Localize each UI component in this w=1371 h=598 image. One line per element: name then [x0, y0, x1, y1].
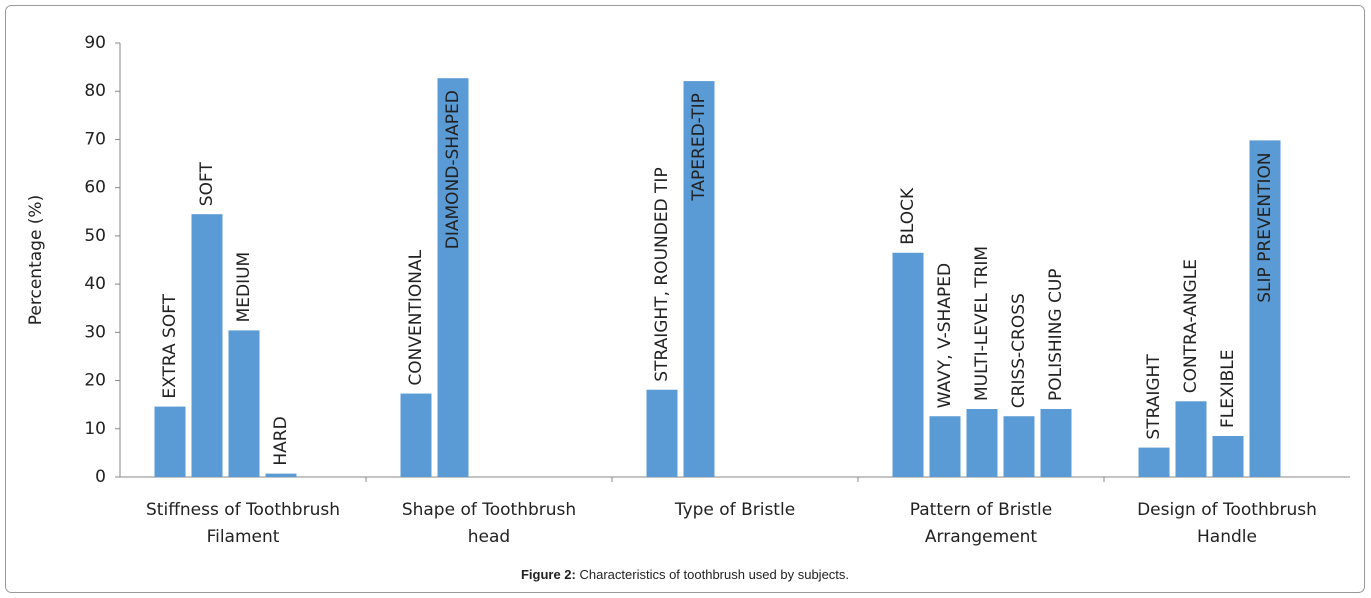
- bar: [1212, 436, 1244, 477]
- x-tick-label: head: [468, 527, 510, 547]
- caption-label: Figure 2:: [521, 567, 576, 582]
- bar: [1138, 447, 1170, 477]
- bar: [1003, 416, 1035, 477]
- bar-label: SLIP PREVENTION: [1255, 152, 1275, 302]
- bar-label: BLOCK: [898, 187, 918, 245]
- caption: Figure 2: Characteristics of toothbrush …: [521, 567, 849, 582]
- bar-label: WAVY, V-SHAPED: [935, 263, 955, 408]
- y-tick-label: 30: [84, 322, 106, 342]
- y-tick-label: 60: [84, 178, 106, 198]
- x-tick-label: Filament: [207, 527, 280, 547]
- bar: [966, 409, 998, 477]
- y-tick-label: 70: [84, 129, 106, 149]
- y-tick-label: 90: [84, 33, 106, 53]
- bar: [683, 81, 715, 478]
- bar-label: TAPERED-TIP: [689, 93, 709, 202]
- bar-label: FLEXIBLE: [1218, 349, 1238, 428]
- frame: [5, 5, 1365, 593]
- bar: [400, 393, 432, 477]
- bar: [437, 78, 469, 478]
- y-tick-label: 40: [84, 274, 106, 294]
- bar: [265, 473, 297, 477]
- y-tick-label: 0: [95, 467, 106, 487]
- x-tick-label: Arrangement: [925, 527, 1038, 547]
- bar: [228, 330, 260, 477]
- y-tick-label: 10: [84, 419, 106, 439]
- bar-label: EXTRA SOFT: [160, 293, 180, 398]
- bar-label: CONTRA-ANGLE: [1181, 259, 1201, 393]
- x-tick-label: Type of Bristle: [674, 500, 795, 520]
- y-tick-label: 50: [84, 226, 106, 246]
- bar: [1249, 140, 1281, 478]
- bar: [1175, 401, 1207, 477]
- bar-label: MEDIUM: [234, 252, 254, 323]
- bar: [646, 389, 678, 477]
- bar-label: CONVENTIONAL: [406, 249, 426, 385]
- x-tick-label: Handle: [1197, 527, 1257, 547]
- y-tick-label: 20: [84, 371, 106, 391]
- x-tick-label: Shape of Toothbrush: [402, 500, 576, 520]
- bar-label: MULTI-LEVEL TRIM: [972, 246, 992, 401]
- bar: [929, 416, 961, 477]
- bar-label: HARD: [271, 416, 291, 465]
- y-tick-label: 80: [84, 81, 106, 101]
- bar-label: CRISS-CROSS: [1009, 293, 1029, 408]
- x-tick-label: Pattern of Bristle: [910, 500, 1052, 520]
- bar-label: STRAIGHT: [1144, 354, 1164, 440]
- x-tick-label: Stiffness of Toothbrush: [146, 500, 340, 520]
- bar-label: STRAIGHT, ROUNDED TIP: [652, 167, 672, 381]
- x-tick-label: Design of Toothbrush: [1137, 500, 1317, 520]
- bar: [154, 406, 186, 477]
- bar-label: SOFT: [197, 162, 217, 207]
- caption-text: Characteristics of toothbrush used by su…: [580, 567, 850, 582]
- bar: [1040, 409, 1072, 477]
- y-axis-title: Percentage (%): [26, 195, 46, 325]
- bar-label: DIAMOND-SHAPED: [443, 90, 463, 249]
- bar: [892, 252, 924, 477]
- bar-label: POLISHING CUP: [1046, 268, 1066, 401]
- bar: [191, 214, 223, 477]
